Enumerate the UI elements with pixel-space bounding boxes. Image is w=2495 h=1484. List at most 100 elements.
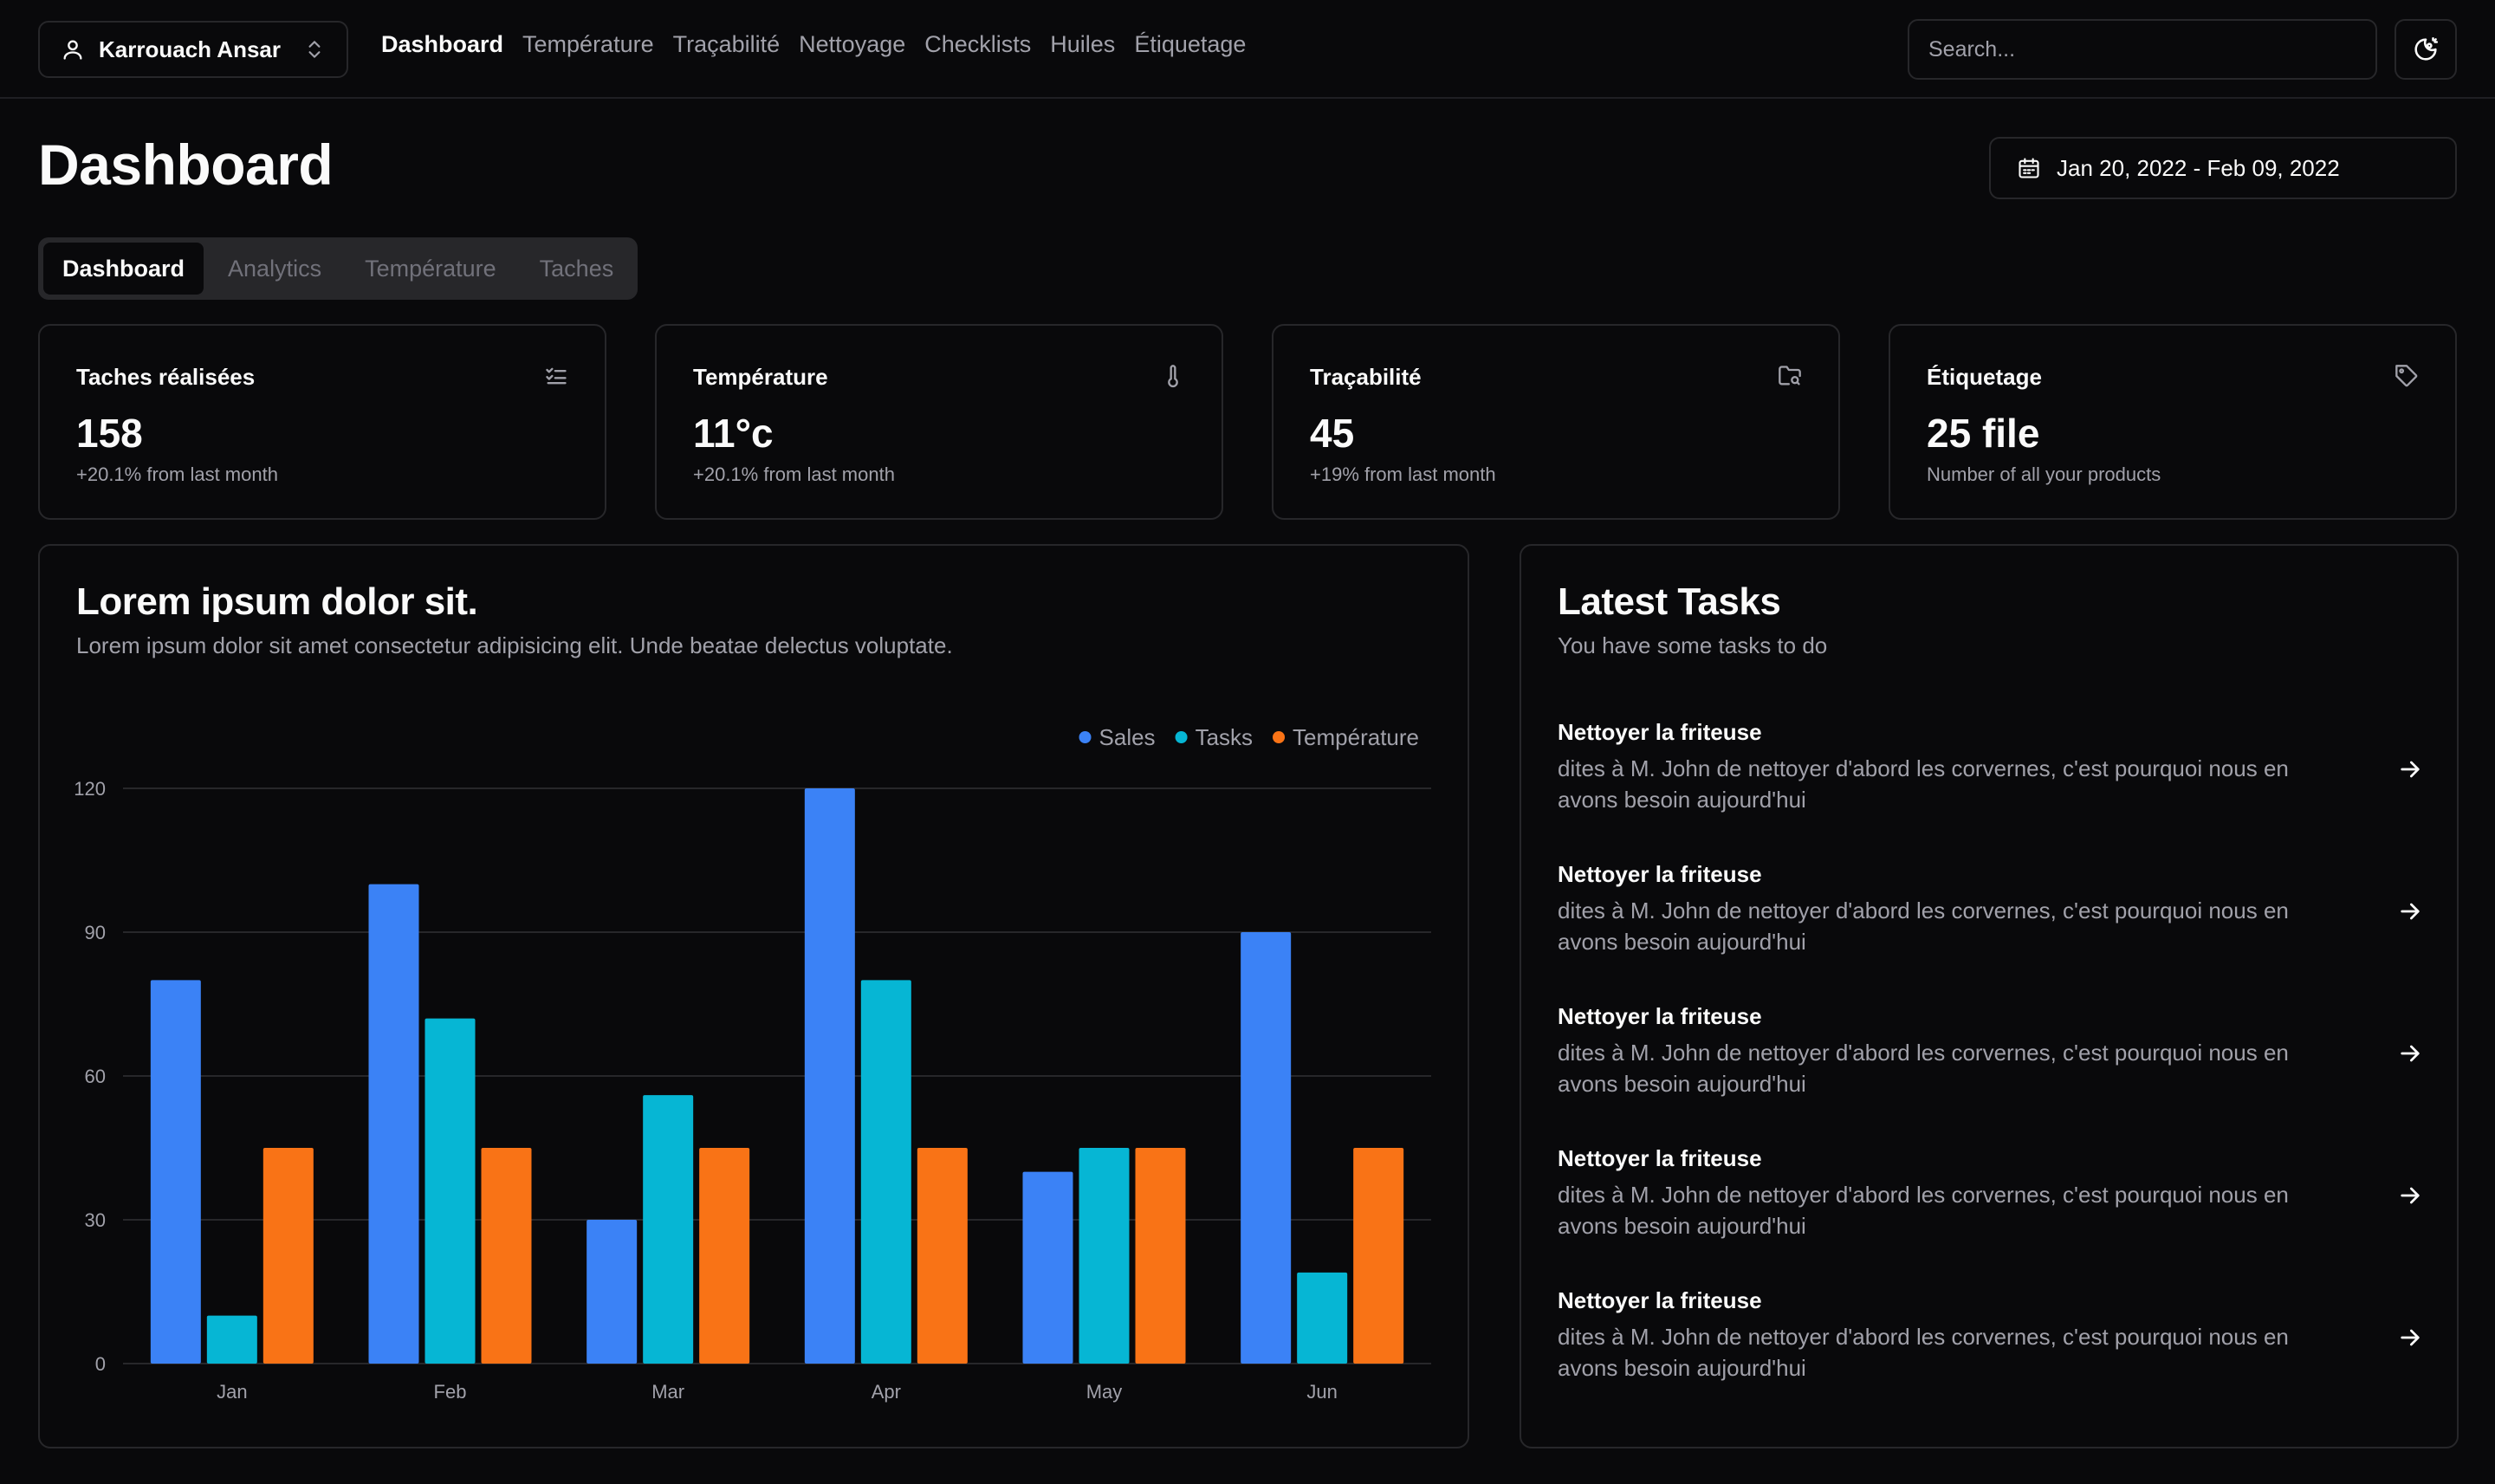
task-item[interactable]: Nettoyer la friteuse dites à M. John de … <box>1558 719 2424 823</box>
nav-checklists[interactable]: Checklists <box>924 31 1032 57</box>
user-name: Karrouach Ansar <box>99 36 281 62</box>
task-item[interactable]: Nettoyer la friteuse dites à M. John de … <box>1558 861 2424 965</box>
stat-value: 25 file <box>1927 411 2040 456</box>
folder-search-icon <box>1778 364 1802 388</box>
task-name: Nettoyer la friteuse <box>1558 719 1762 745</box>
bar-sales-mar <box>586 1220 638 1364</box>
search-input[interactable] <box>1908 19 2377 80</box>
task-item[interactable]: Nettoyer la friteuse dites à M. John de … <box>1558 1287 2424 1391</box>
stat-subtext: Number of all your products <box>1927 463 2161 485</box>
stat-title: Étiquetage <box>1927 364 2042 390</box>
user-icon <box>61 37 85 62</box>
nav-temperature[interactable]: Température <box>522 31 654 57</box>
calendar-icon <box>2017 156 2041 180</box>
bar-sales-feb <box>368 884 419 1364</box>
stat-card-taches: Taches réalisées 158 +20.1% from last mo… <box>38 324 606 520</box>
tab-temperature[interactable]: Température <box>365 255 496 282</box>
nav-dashboard[interactable]: Dashboard <box>381 31 504 57</box>
arrow-right-icon[interactable] <box>2396 898 2424 925</box>
nav-huiles[interactable]: Huiles <box>1050 31 1116 57</box>
arrow-right-icon[interactable] <box>2396 1324 2424 1351</box>
stat-title: Traçabilité <box>1310 364 1422 390</box>
stat-card-etiquetage: Étiquetage 25 file Number of all your pr… <box>1889 324 2457 520</box>
dashboard-tabs: Dashboard Analytics Température Taches <box>38 237 638 300</box>
task-description: dites à M. John de nettoyer d'abord les … <box>1558 1182 2289 1239</box>
bar-sales-may <box>1022 1171 1073 1364</box>
x-tick-label: Feb <box>434 1381 467 1403</box>
task-name: Nettoyer la friteuse <box>1558 1145 1762 1171</box>
bar-tasks-jun <box>1297 1272 1348 1364</box>
bar-chart: 0 30 60 90 120 Jan Feb Mar Apr May Jun Température T… <box>74 724 1431 1403</box>
stat-value: 11°c <box>693 411 774 456</box>
bar-tasks-jan <box>206 1315 257 1364</box>
task-description: dites à M. John de nettoyer d'abord les … <box>1558 755 2289 813</box>
stat-subtext: +19% from last month <box>1310 463 1496 485</box>
legend-swatch <box>1273 731 1286 743</box>
stat-title: Température <box>693 364 828 390</box>
overview-chart-card: 0 30 60 90 120 Jan Feb Mar Apr May Jun Température T… <box>38 544 1469 1448</box>
thermometer-icon <box>1161 364 1185 388</box>
x-tick-label: Apr <box>872 1381 901 1403</box>
arrow-right-icon[interactable] <box>2396 1182 2424 1209</box>
tab-dashboard[interactable]: Dashboard <box>43 243 204 295</box>
bar-sales-jan <box>150 980 201 1364</box>
checklist-icon <box>544 364 568 388</box>
bar-tasks-mar <box>643 1095 694 1364</box>
task-item[interactable]: Nettoyer la friteuse dites à M. John de … <box>1558 1003 2424 1107</box>
nav-nettoyage[interactable]: Nettoyage <box>799 31 906 57</box>
legend-swatch <box>1175 731 1188 743</box>
stat-subtext: +20.1% from last month <box>76 463 278 485</box>
date-range-label: Jan 20, 2022 - Feb 09, 2022 <box>2057 154 2340 181</box>
user-switcher[interactable]: Karrouach Ansar <box>38 21 348 78</box>
tab-analytics[interactable]: Analytics <box>228 255 322 282</box>
y-tick-label: 120 <box>74 778 106 800</box>
stat-card-temperature: Température 11°c +20.1% from last month <box>655 324 1223 520</box>
bar-temprature-apr <box>917 1148 968 1364</box>
bar-sales-jun <box>1241 932 1292 1364</box>
top-navbar: Karrouach Ansar Dashboard Température Tr… <box>0 0 2495 99</box>
task-description: dites à M. John de nettoyer d'abord les … <box>1558 1324 2289 1381</box>
nav-tracabilite[interactable]: Traçabilité <box>672 31 781 57</box>
bar-temprature-jun <box>1353 1148 1404 1364</box>
tab-taches[interactable]: Taches <box>539 255 614 282</box>
y-tick-label: 0 <box>95 1353 106 1375</box>
x-tick-label: Mar <box>651 1381 684 1403</box>
bar-tasks-feb <box>424 1018 476 1364</box>
date-range-picker[interactable]: Jan 20, 2022 - Feb 09, 2022 <box>1989 137 2457 199</box>
bar-sales-apr <box>804 788 855 1364</box>
theme-toggle-button[interactable] <box>2395 19 2457 80</box>
arrow-right-icon[interactable] <box>2396 755 2424 783</box>
x-tick-label: May <box>1086 1381 1123 1403</box>
task-item[interactable]: Nettoyer la friteuse dites à M. John de … <box>1558 1145 2424 1249</box>
main-nav: Dashboard Température Traçabilité Nettoy… <box>381 31 1246 58</box>
task-name: Nettoyer la friteuse <box>1558 1003 1762 1029</box>
legend-label: Tasks <box>1196 724 1253 750</box>
moon-sun-icon <box>2411 35 2440 64</box>
chevrons-up-down-icon <box>303 36 326 62</box>
legend-swatch <box>1079 731 1092 743</box>
legend-label: Sales <box>1099 724 1156 750</box>
latest-tasks-card: Latest Tasks You have some tasks to do N… <box>1520 544 2459 1448</box>
task-name: Nettoyer la friteuse <box>1558 1287 1762 1313</box>
chart-card-description: Lorem ipsum dolor sit amet consectetur a… <box>76 632 953 658</box>
arrow-right-icon[interactable] <box>2396 1040 2424 1067</box>
bar-tasks-apr <box>860 980 911 1364</box>
bar-temprature-jan <box>262 1148 314 1364</box>
x-tick-label: Jun <box>1306 1381 1337 1403</box>
nav-etiquetage[interactable]: Étiquetage <box>1134 31 1247 57</box>
y-tick-label: 30 <box>85 1209 106 1231</box>
x-tick-label: Jan <box>217 1381 247 1403</box>
stat-value: 158 <box>76 411 143 456</box>
stat-value: 45 <box>1310 411 1355 456</box>
stat-subtext: +20.1% from last month <box>693 463 895 485</box>
legend-label: Température <box>1293 724 1419 750</box>
page-title: Dashboard <box>38 133 334 197</box>
bar-temprature-mar <box>699 1148 750 1364</box>
tasks-card-title: Latest Tasks <box>1558 580 1781 623</box>
task-name: Nettoyer la friteuse <box>1558 861 1762 887</box>
tag-icon <box>2395 364 2419 388</box>
tasks-card-subtitle: You have some tasks to do <box>1558 632 1828 658</box>
bar-temprature-feb <box>481 1148 532 1364</box>
bar-tasks-may <box>1079 1148 1130 1364</box>
task-description: dites à M. John de nettoyer d'abord les … <box>1558 898 2289 955</box>
